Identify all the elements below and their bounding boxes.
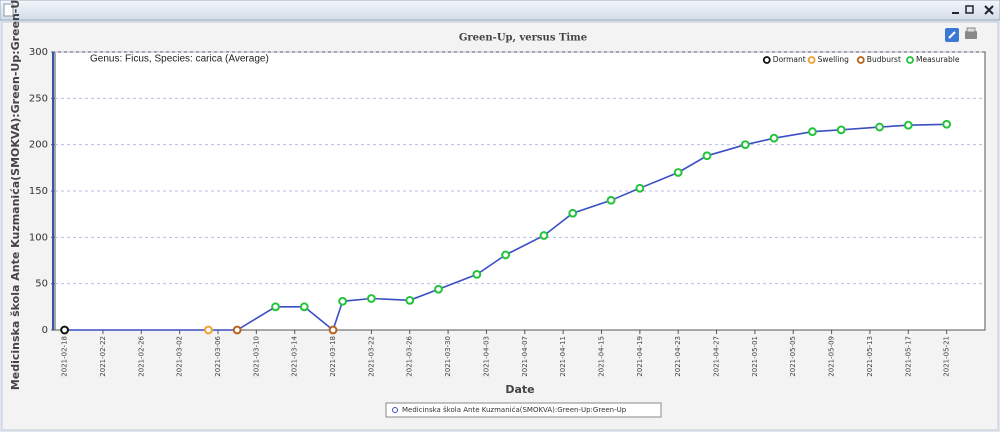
x-tick-label: 2021-02-22 xyxy=(99,336,107,377)
legend-box xyxy=(385,402,662,418)
legend-label: Dormant xyxy=(773,55,806,64)
data-point xyxy=(740,140,750,150)
data-point xyxy=(472,270,482,279)
legend-label: Budburst xyxy=(867,55,901,64)
legend-label: Medicinska škola Ante Kuzmanića(SMOKVA):… xyxy=(402,406,627,414)
x-tick-label: 2021-05-05 xyxy=(789,336,797,377)
data-point xyxy=(328,325,338,335)
data-point xyxy=(338,296,348,306)
x-tick-label: 2021-03-26 xyxy=(406,335,414,376)
x-tick-label: 2021-05-09 xyxy=(828,336,836,377)
x-tick-label: 2021-05-13 xyxy=(866,336,874,377)
x-tick-label: 2021-03-06 xyxy=(214,335,222,376)
x-axis-title: Date xyxy=(505,383,534,396)
data-point xyxy=(903,120,913,130)
legend-marker xyxy=(906,56,914,64)
data-point xyxy=(808,127,817,137)
data-point xyxy=(501,250,511,260)
y-tick-label: 200 xyxy=(29,140,48,151)
window-icon xyxy=(3,3,14,17)
x-tick-label: 2021-04-03 xyxy=(482,336,490,377)
y-tick-label: 150 xyxy=(29,186,48,197)
x-tick-label: 2021-04-15 xyxy=(597,336,605,377)
y-tick-label: 0 xyxy=(42,325,48,336)
title-bar xyxy=(0,0,1000,21)
print-icon xyxy=(966,27,976,33)
x-tick-label: 2021-05-21 xyxy=(943,336,951,377)
x-tick-label: 2021-04-27 xyxy=(713,336,721,377)
data-point xyxy=(405,295,415,305)
data-point xyxy=(568,208,578,218)
x-tick-label: 2021-05-01 xyxy=(751,336,759,377)
legend-marker xyxy=(807,56,816,64)
data-point xyxy=(942,119,952,129)
data-point xyxy=(606,195,616,205)
x-tick-label: 2021-03-30 xyxy=(444,336,452,377)
x-tick-label: 2021-04-11 xyxy=(559,336,567,377)
legend-label: Measurable xyxy=(916,55,960,64)
x-tick-label: 2021-04-07 xyxy=(521,336,529,377)
y-axis-title: Medicinska škola Ante Kuzmanića(SMOKVA):… xyxy=(9,0,22,390)
legend-label: Swelling xyxy=(818,55,850,64)
data-point xyxy=(769,133,779,143)
data-point xyxy=(299,302,309,312)
legend-marker xyxy=(762,56,771,64)
x-tick-label: 2021-05-17 xyxy=(904,336,912,377)
data-point xyxy=(204,325,213,335)
print-button[interactable] xyxy=(965,31,977,39)
x-tick-label: 2021-02-26 xyxy=(137,335,145,376)
y-tick-label: 100 xyxy=(29,232,48,243)
x-tick-label: 2021-02-18 xyxy=(61,336,69,377)
x-tick-label: 2021-04-23 xyxy=(674,336,682,377)
data-point xyxy=(232,325,242,335)
y-tick-label: 300 xyxy=(29,47,48,58)
close-button[interactable] xyxy=(984,5,994,15)
data-point xyxy=(836,125,846,135)
maximize-button[interactable] xyxy=(965,5,974,14)
x-tick-label: 2021-04-19 xyxy=(636,336,644,377)
y-tick-label: 50 xyxy=(35,279,48,290)
y-tick-label: 250 xyxy=(29,93,48,104)
data-point xyxy=(434,284,443,294)
link-icon xyxy=(948,31,956,39)
data-point xyxy=(539,231,549,240)
data-point xyxy=(635,183,645,193)
legend-marker xyxy=(856,56,865,64)
data-point xyxy=(366,294,376,303)
minimize-button[interactable] xyxy=(952,12,959,14)
x-tick-label: 2021-03-18 xyxy=(329,336,337,377)
x-tick-label: 2021-03-02 xyxy=(176,336,184,377)
chart-title: Green-Up, versus Time xyxy=(459,33,587,44)
chart-subtitle: Genus: Ficus, Species: carica (Average) xyxy=(90,54,269,65)
data-point xyxy=(271,302,280,312)
x-tick-label: 2021-03-22 xyxy=(367,336,375,377)
data-point xyxy=(673,168,683,177)
x-tick-label: 2021-03-10 xyxy=(252,336,260,377)
legend-marker xyxy=(392,407,398,413)
data-point xyxy=(875,122,884,132)
data-point xyxy=(60,325,69,335)
data-point xyxy=(702,151,712,161)
x-tick-label: 2021-03-14 xyxy=(291,335,299,376)
